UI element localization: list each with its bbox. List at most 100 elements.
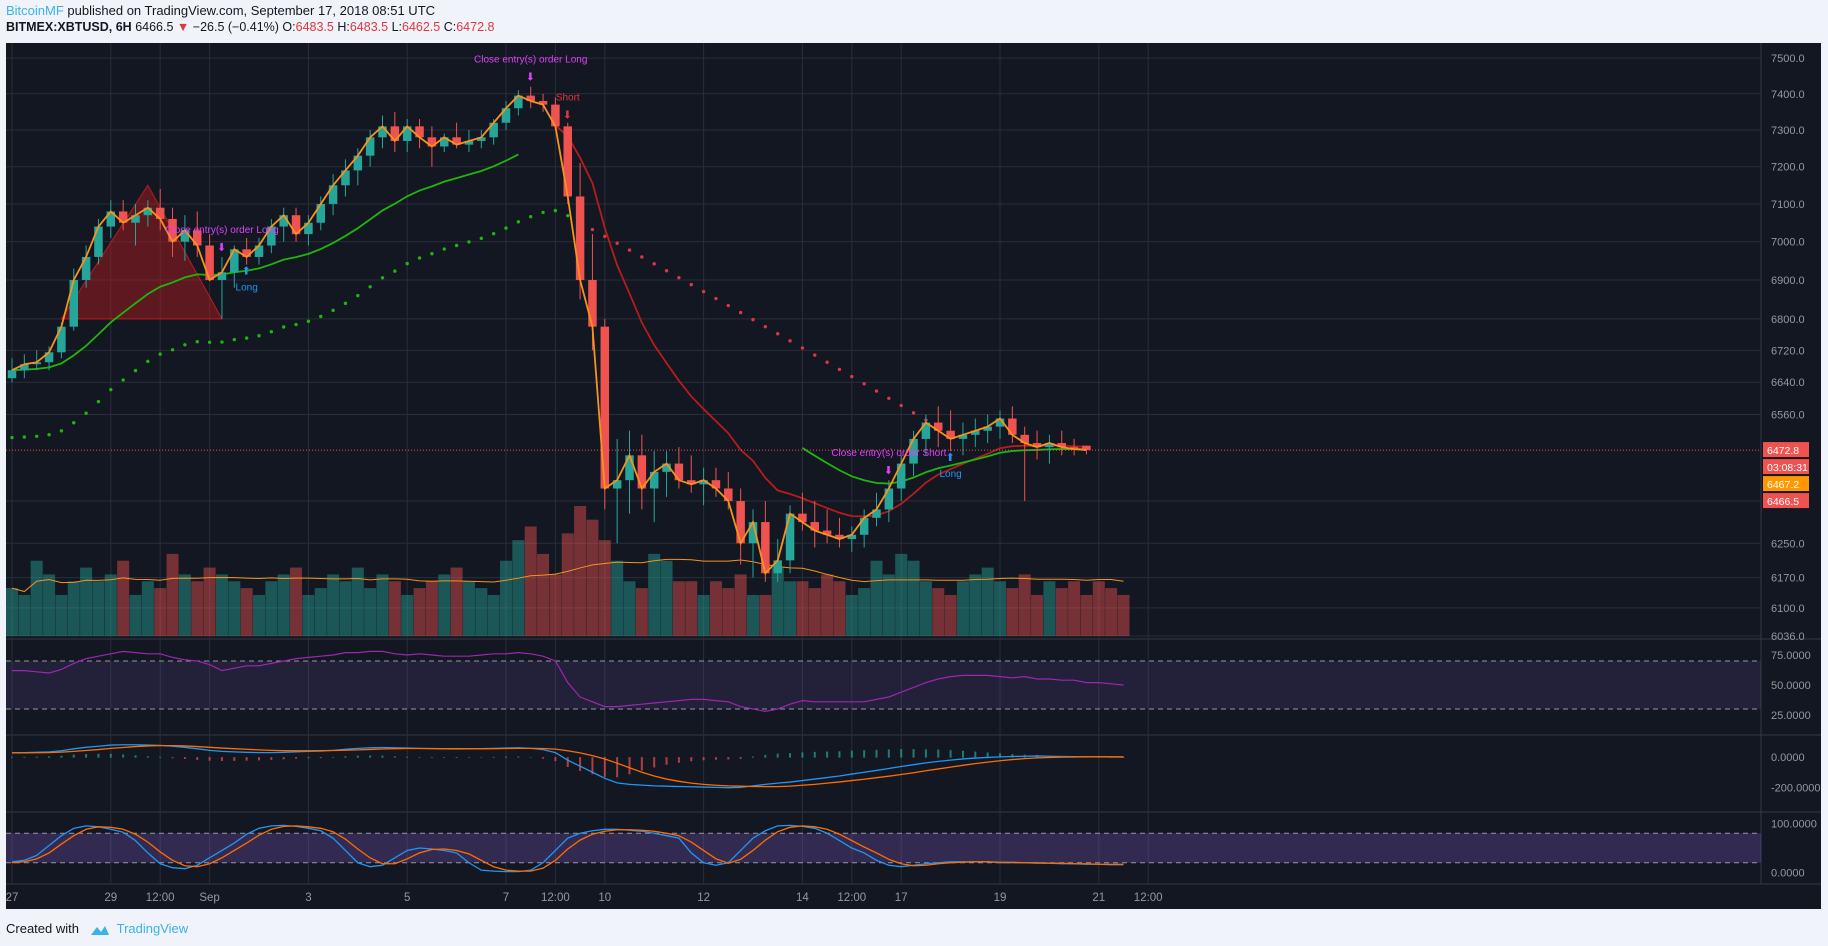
- sar-dot: [133, 368, 138, 373]
- high-value: 6483.5: [349, 20, 389, 34]
- candle-body: [390, 126, 400, 141]
- sar-dot: [35, 434, 39, 439]
- volume-bar: [1055, 588, 1068, 636]
- volume-bar: [524, 526, 537, 636]
- macd-histogram-bar: [690, 757, 693, 762]
- time-tick-label: 3: [305, 892, 311, 904]
- stoch-k-line: [11, 824, 1124, 873]
- publish-header: BitcoinMF published on TradingView.com, …: [6, 3, 435, 18]
- candle: [304, 215, 313, 246]
- candle-body: [365, 137, 375, 156]
- candle-body: [761, 522, 770, 574]
- macd-histogram-bar: [48, 756, 51, 758]
- volume-bar: [870, 560, 883, 636]
- sar-dot: [566, 213, 570, 218]
- volume-bar: [351, 567, 364, 636]
- macd-histogram-bar: [517, 756, 520, 758]
- candle-body: [822, 530, 832, 535]
- volume-bar: [438, 574, 451, 636]
- macd-histogram-bar: [443, 757, 446, 758]
- volume-bar: [1117, 594, 1130, 636]
- time-tick-label: 19: [994, 892, 1007, 904]
- trading-chart[interactable]: 7500.0 7400.0 7300.0 7200.0 7100.0 7000.0 6900…: [6, 43, 1821, 909]
- macd-histogram-bar: [912, 749, 915, 758]
- candle: [69, 268, 78, 331]
- candle: [971, 418, 980, 448]
- macd-histogram-bar: [319, 757, 322, 759]
- candle: [279, 207, 288, 242]
- volume-bar: [796, 581, 809, 636]
- volume-bar: [1080, 594, 1093, 636]
- sar-dot: [689, 282, 693, 287]
- candle-body: [69, 279, 78, 327]
- low-label: L:: [391, 20, 402, 34]
- volume-bar: [277, 574, 290, 636]
- sar-dot: [603, 234, 607, 239]
- low-value: 6462.5: [402, 20, 441, 34]
- volume-bar: [882, 574, 895, 636]
- candle: [934, 406, 943, 448]
- time-tick-label: 27: [6, 892, 18, 904]
- volume-bar: [561, 533, 574, 636]
- volume-bar: [895, 553, 908, 636]
- chart-area[interactable]: 7500.0 7400.0 7300.0 7200.0 7100.0 7000.0 6900…: [6, 43, 1821, 909]
- volume-bar: [18, 594, 31, 636]
- sar-dot: [726, 303, 730, 308]
- author-link[interactable]: BitcoinMF: [6, 3, 64, 18]
- candle-body: [168, 218, 177, 242]
- volume-bar: [907, 560, 920, 636]
- volume-bar: [401, 594, 414, 636]
- price-label: 6466.5: [1767, 496, 1799, 508]
- open-value: 6483.5: [295, 20, 334, 34]
- candle-body: [674, 463, 684, 481]
- sar-dot: [529, 215, 533, 219]
- volume-bar: [302, 594, 315, 636]
- sar-dot: [319, 314, 323, 319]
- volume-bar: [30, 560, 43, 636]
- candle-body: [687, 480, 696, 485]
- macd-histogram-bar: [702, 757, 705, 761]
- candle: [217, 256, 227, 319]
- volume-bar: [43, 574, 56, 636]
- candle: [761, 501, 770, 582]
- sar-dot: [504, 226, 508, 230]
- volume-bar: [92, 581, 105, 636]
- macd-histogram-bar: [295, 757, 298, 759]
- macd-histogram-bar: [35, 756, 38, 758]
- macd-tick-label: 0.0000: [1771, 752, 1805, 764]
- price-tick-label: 7500.0: [1771, 53, 1805, 65]
- candle-body: [662, 463, 671, 472]
- macd-histogram-bar: [949, 750, 952, 758]
- price-tick-label: 6900.0: [1771, 275, 1805, 287]
- volume-bar: [932, 588, 945, 636]
- volume-bar: [166, 553, 179, 636]
- volume-bar: [1006, 588, 1019, 636]
- candle: [884, 480, 894, 523]
- candle: [674, 447, 684, 489]
- candle-body: [748, 522, 758, 544]
- tradingview-brand-link[interactable]: TradingView: [116, 921, 189, 936]
- time-tick-label: 7: [503, 892, 509, 904]
- candle: [711, 467, 721, 497]
- sar-dot: [146, 359, 150, 364]
- close-signal-icon: ⬇: [526, 72, 535, 84]
- macd-signal-line: [12, 745, 1124, 788]
- price-label-badge: [1763, 476, 1809, 492]
- volume-bar: [956, 581, 969, 636]
- candle-body: [847, 534, 857, 540]
- candle: [143, 200, 153, 227]
- candle-body: [588, 279, 597, 327]
- candle-body: [20, 364, 29, 371]
- volume-bar: [771, 567, 784, 636]
- sar-dot: [84, 411, 88, 415]
- volume-bar: [425, 581, 438, 636]
- sar-dot: [442, 247, 446, 251]
- rsi-band: [6, 661, 1761, 709]
- sar-dot: [516, 220, 521, 224]
- sar-dot: [405, 261, 409, 266]
- candle: [267, 218, 276, 254]
- price-tick-label: 7400.0: [1771, 89, 1805, 101]
- sar-dot: [652, 262, 656, 266]
- rsi-tick-label: 25.0000: [1771, 710, 1811, 722]
- candle-body: [1057, 443, 1066, 448]
